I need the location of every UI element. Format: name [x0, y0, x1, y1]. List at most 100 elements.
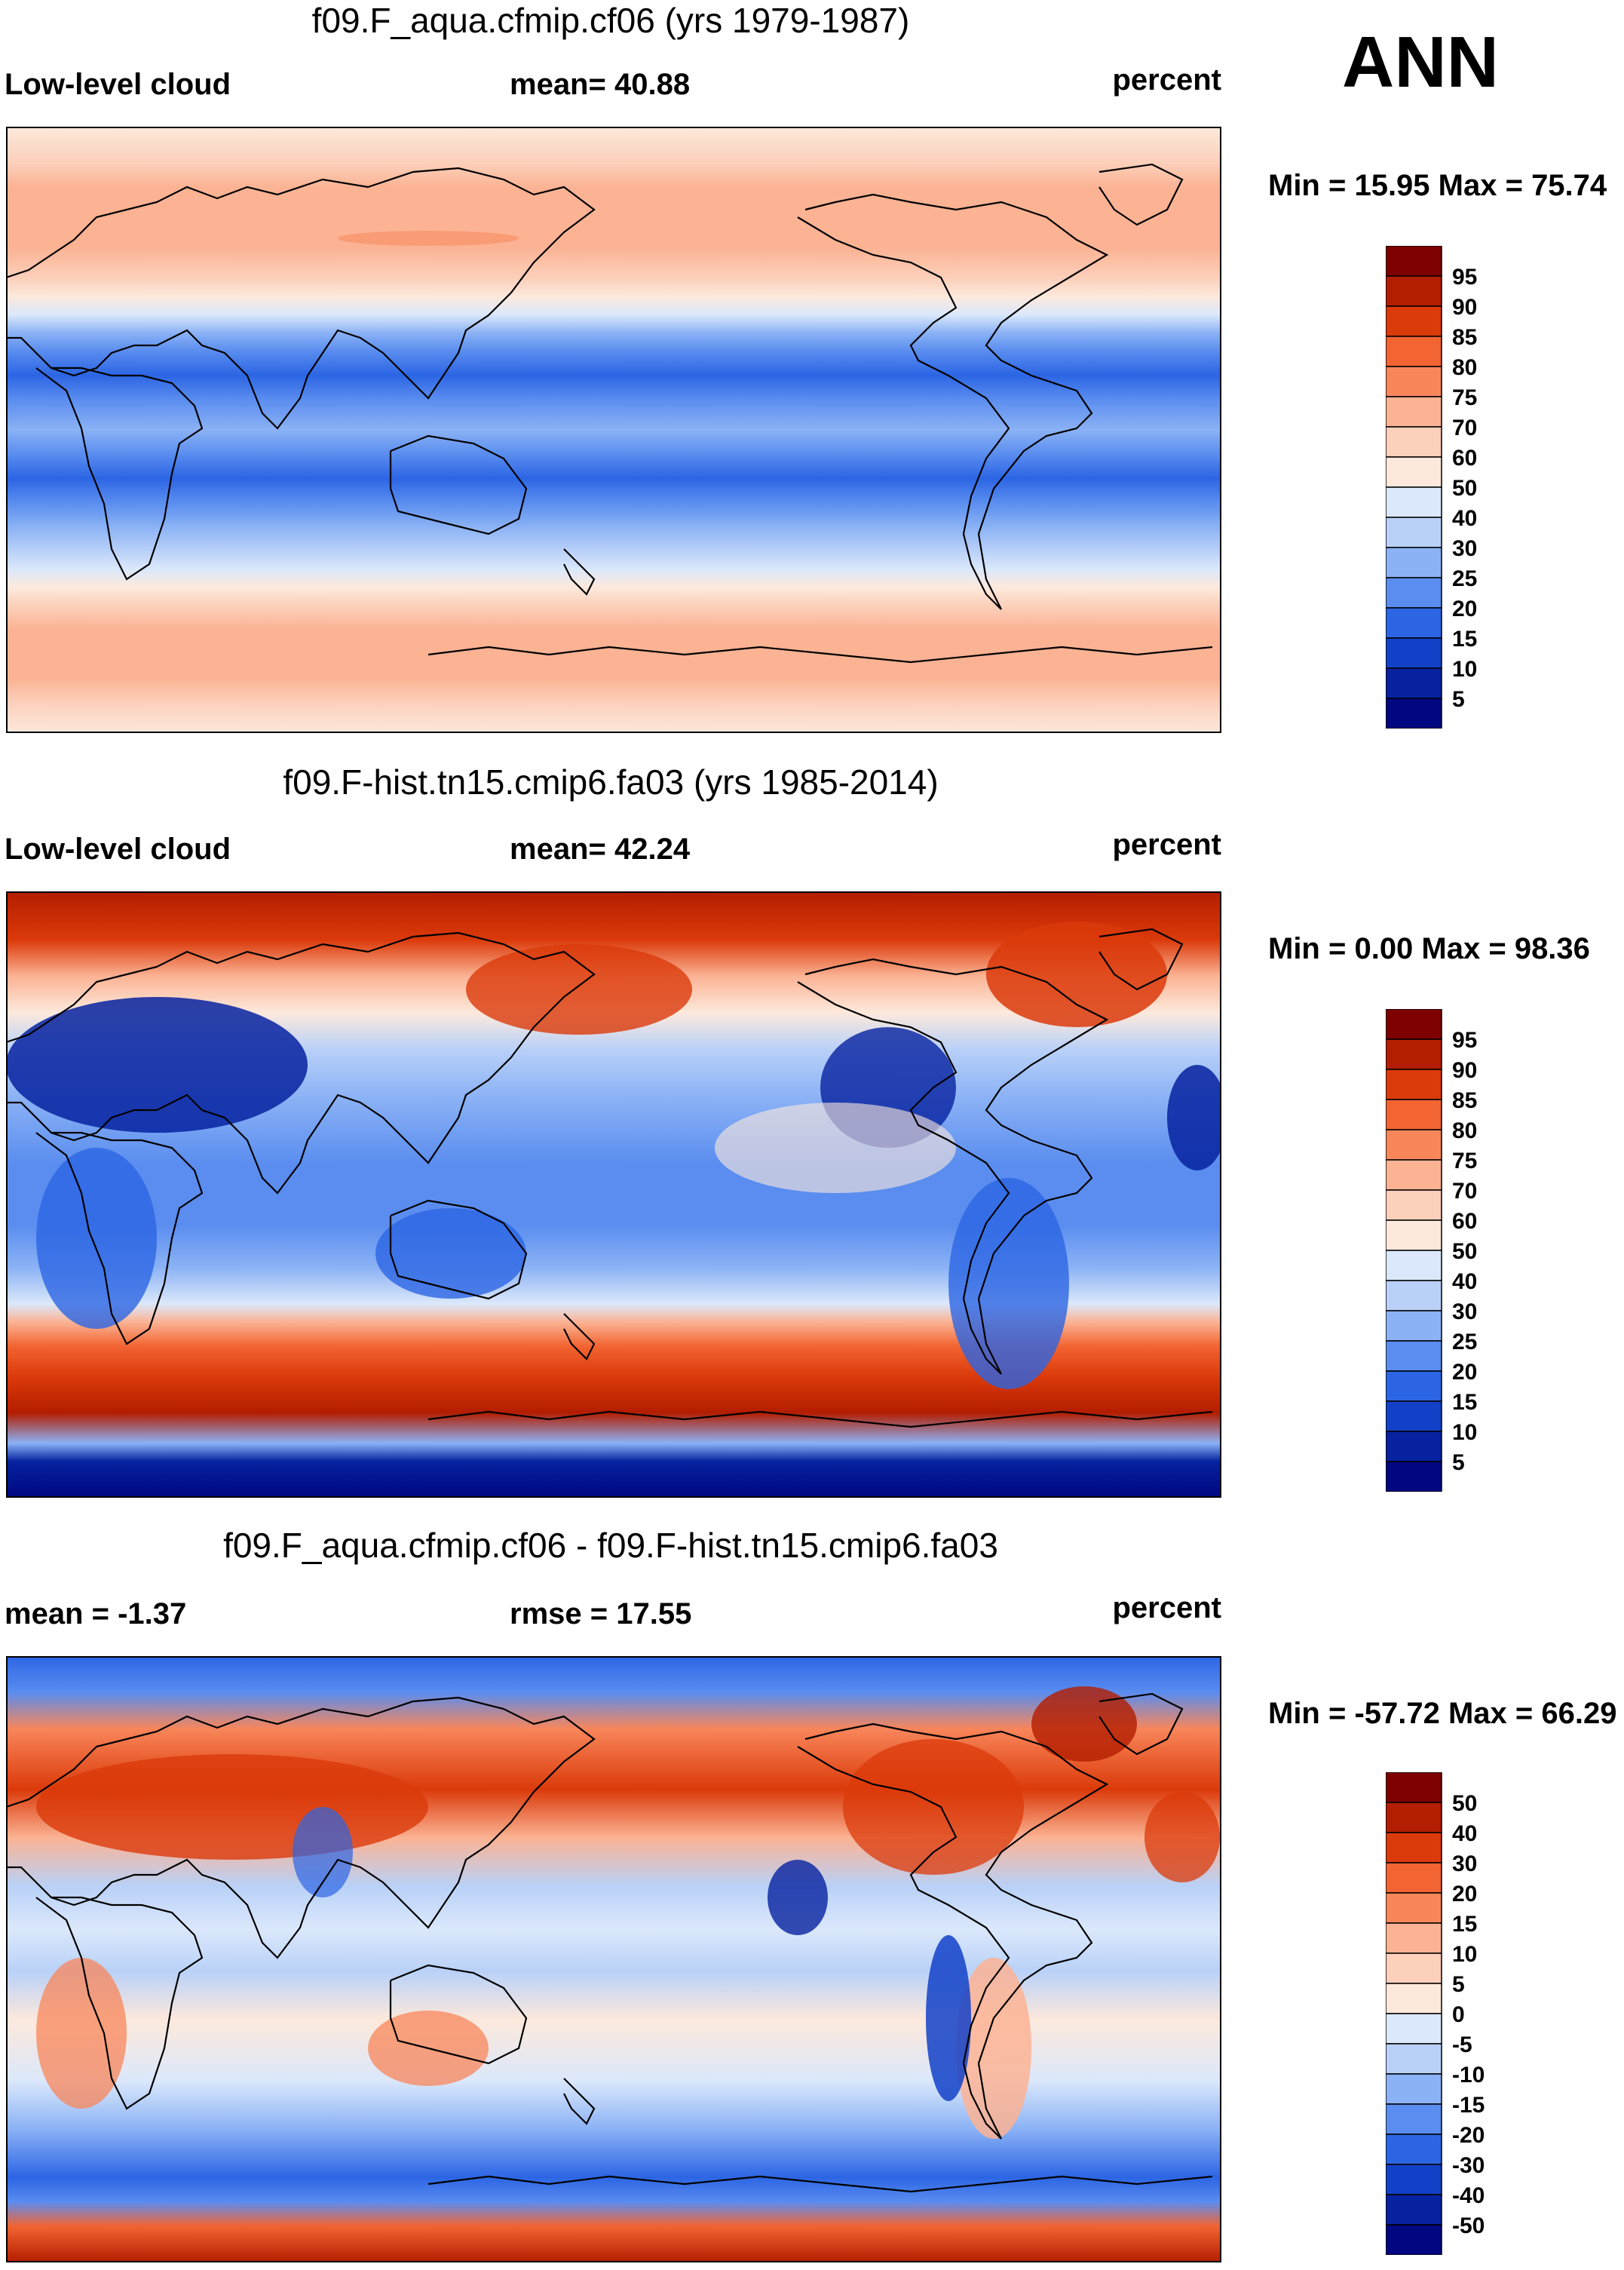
- colorbar-swatch: [1386, 275, 1442, 307]
- panel3-field: [6, 1656, 1221, 2262]
- colorbar-tick-label: 5: [1452, 1972, 1465, 1997]
- colorbar-tick-label: -10: [1452, 2063, 1485, 2087]
- panel3-minmax: Min = -57.72 Max = 66.29: [1268, 1697, 1617, 1730]
- colorbar-swatch: [1386, 547, 1442, 578]
- colorbar-swatch: [1386, 246, 1442, 277]
- colorbar-swatch: [1386, 486, 1442, 518]
- colorbar-swatch: [1386, 1099, 1442, 1130]
- panel1-colorbar-svg: 95 90 85 80 75 70 60 50 40 30 25 20 15 10 5: [1386, 246, 1477, 729]
- colorbar-swatch: [1386, 1250, 1442, 1281]
- panel1-field: [6, 127, 1221, 733]
- colorbar-swatch: [1386, 1772, 1442, 1803]
- colorbar-tick-label: 30: [1452, 1299, 1477, 1324]
- panel2-colorbar: 95 90 85 80 75 70 60 50 40 30 25 20 15 10 5: [1386, 1009, 1491, 1492]
- coastlines-panel1: [6, 163, 1213, 664]
- colorbar-tick-label: 40: [1452, 506, 1477, 531]
- colorbar-swatch: [1386, 1461, 1442, 1492]
- panel2-minmax: Min = 0.00 Max = 98.36: [1268, 932, 1590, 965]
- panel3-colorbar: 50 40 30 20 15 10 5 0 -5 -10 -15 -20 -30 -40 -50: [1386, 1772, 1491, 2255]
- colorbar-tick-label: 30: [1452, 1851, 1477, 1876]
- colorbar-swatch: [1386, 577, 1442, 609]
- colorbar-swatch: [1386, 1280, 1442, 1311]
- colorbar-swatch: [1386, 2043, 1442, 2075]
- colorbar-swatch: [1386, 1862, 1442, 1894]
- colorbar-swatch: [1386, 698, 1442, 729]
- panel2-left-label: Low-level cloud: [5, 833, 231, 866]
- colorbar-swatch: [1386, 426, 1442, 458]
- colorbar-swatch: [1386, 1983, 1442, 2014]
- colorbar-swatch: [1386, 1922, 1442, 1954]
- colorbar-swatch: [1386, 336, 1442, 367]
- colorbar-tick-label: 50: [1452, 1791, 1477, 1816]
- colorbar-swatch: [1386, 1310, 1442, 1342]
- colorbar-tick-label: 80: [1452, 1118, 1477, 1143]
- panel3-map: [6, 1656, 1221, 2262]
- coastlines-panel2: [6, 928, 1213, 1428]
- panel1-minmax: Min = 15.95 Max = 75.74: [1268, 169, 1607, 202]
- colorbar-tick-label: 50: [1452, 1239, 1477, 1264]
- colorbar-swatch: [1386, 2013, 1442, 2045]
- colorbar-tick-label: 50: [1452, 476, 1477, 501]
- colorbar-tick-label: -50: [1452, 2213, 1485, 2238]
- colorbar-tick-label: 30: [1452, 536, 1477, 561]
- colorbar-tick-label: 20: [1452, 597, 1477, 621]
- colorbar-swatch: [1386, 396, 1442, 428]
- colorbar-tick-label: 60: [1452, 446, 1477, 471]
- panel2-mean-label: mean= 42.24: [510, 833, 691, 866]
- colorbar-swatch: [1386, 517, 1442, 548]
- panel2-units-label: percent: [1112, 828, 1222, 861]
- colorbar-swatch: [1386, 1009, 1442, 1040]
- panel1-left-label: Low-level cloud: [5, 68, 231, 101]
- colorbar-tick-label: -40: [1452, 2183, 1485, 2208]
- panel1-title: f09.F_aqua.cfmip.cf06 (yrs 1979-1987): [311, 1, 910, 40]
- colorbar-swatch: [1386, 366, 1442, 397]
- colorbar-swatch: [1386, 1340, 1442, 1372]
- colorbar-tick-label: 90: [1452, 1058, 1477, 1083]
- colorbar-tick-label: 10: [1452, 1420, 1477, 1445]
- coastlines-panel3: [6, 1692, 1213, 2193]
- colorbar-tick-label: 95: [1452, 265, 1477, 290]
- colorbar-tick-label: 80: [1452, 355, 1477, 380]
- colorbar-tick-label: 0: [1452, 2002, 1465, 2027]
- colorbar-swatch: [1386, 1431, 1442, 1462]
- colorbar-tick-label: 10: [1452, 657, 1477, 682]
- colorbar-swatch: [1386, 305, 1442, 337]
- colorbar-tick-label: 70: [1452, 1179, 1477, 1204]
- colorbar-swatch: [1386, 607, 1442, 639]
- colorbar-tick-label: 85: [1452, 325, 1477, 350]
- colorbar-swatch: [1386, 2194, 1442, 2226]
- panel1-mean-label: mean= 40.88: [510, 68, 691, 101]
- panel1-colorbar: 95 90 85 80 75 70 60 50 40 30 25 20 15 10 5: [1386, 246, 1491, 729]
- colorbar-tick-label: 15: [1452, 1390, 1477, 1415]
- colorbar-swatch: [1386, 1159, 1442, 1191]
- panel3-title: f09.F_aqua.cfmip.cf06 - f09.F-hist.tn15.…: [223, 1526, 998, 1565]
- colorbar-tick-label: 5: [1452, 687, 1465, 712]
- colorbar-swatch: [1386, 2164, 1442, 2195]
- panel3-rmse-label: rmse = 17.55: [510, 1597, 692, 1630]
- colorbar-tick-label: 85: [1452, 1088, 1477, 1113]
- colorbar-swatch: [1386, 2103, 1442, 2135]
- panel1-map: [6, 127, 1221, 733]
- panel3-mean-label: mean = -1.37: [5, 1597, 187, 1630]
- panel2-colorbar-svg: 95 90 85 80 75 70 60 50 40 30 25 20 15 10 5: [1386, 1009, 1477, 1492]
- colorbar-tick-label: 40: [1452, 1821, 1477, 1846]
- colorbar-tick-label: 5: [1452, 1450, 1465, 1475]
- colorbar-swatch: [1386, 1400, 1442, 1432]
- colorbar-swatch: [1386, 2073, 1442, 2105]
- colorbar-tick-label: 95: [1452, 1028, 1477, 1053]
- colorbar-swatch: [1386, 1832, 1442, 1864]
- colorbar-tick-label: 15: [1452, 1912, 1477, 1937]
- colorbar-tick-label: 75: [1452, 1149, 1477, 1173]
- colorbar-tick-label: 90: [1452, 295, 1477, 320]
- colorbar-tick-label: 25: [1452, 1330, 1477, 1354]
- colorbar-tick-label: 25: [1452, 566, 1477, 591]
- colorbar-swatch: [1386, 637, 1442, 669]
- colorbar-swatch: [1386, 2133, 1442, 2165]
- panel2-map: [6, 891, 1221, 1498]
- panel2-title: f09.F-hist.tn15.cmip6.fa03 (yrs 1985-201…: [283, 762, 939, 802]
- season-label: ANN: [1342, 22, 1499, 103]
- panel3-units-label: percent: [1112, 1591, 1222, 1624]
- colorbar-tick-label: 75: [1452, 385, 1477, 410]
- colorbar-tick-label: 70: [1452, 416, 1477, 440]
